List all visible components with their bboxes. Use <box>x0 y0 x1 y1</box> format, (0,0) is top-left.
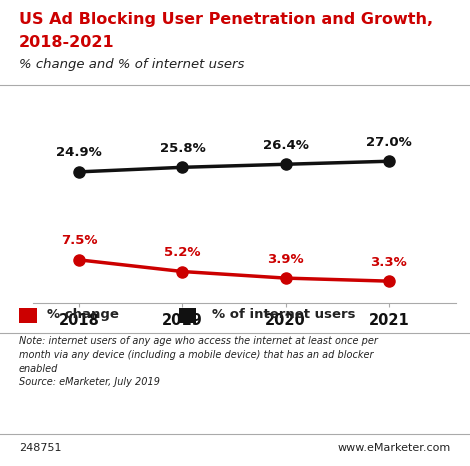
Text: 7.5%: 7.5% <box>61 234 98 247</box>
Text: 5.2%: 5.2% <box>164 246 201 259</box>
Text: 26.4%: 26.4% <box>263 139 309 152</box>
Text: 27.0%: 27.0% <box>366 136 412 149</box>
Text: Note: internet users of any age who access the internet at least once per
month : Note: internet users of any age who acce… <box>19 336 378 387</box>
Text: 3.9%: 3.9% <box>267 253 304 266</box>
Text: 24.9%: 24.9% <box>56 146 102 159</box>
Text: 3.3%: 3.3% <box>370 256 407 268</box>
Text: % of internet users: % of internet users <box>212 308 355 321</box>
Text: www.eMarketer.com: www.eMarketer.com <box>338 443 451 453</box>
Text: 2018-2021: 2018-2021 <box>19 35 114 50</box>
Text: 248751: 248751 <box>19 443 61 453</box>
Text: % change: % change <box>47 308 119 321</box>
Text: US Ad Blocking User Penetration and Growth,: US Ad Blocking User Penetration and Grow… <box>19 12 433 27</box>
Text: 25.8%: 25.8% <box>160 142 205 155</box>
Text: % change and % of internet users: % change and % of internet users <box>19 58 244 71</box>
